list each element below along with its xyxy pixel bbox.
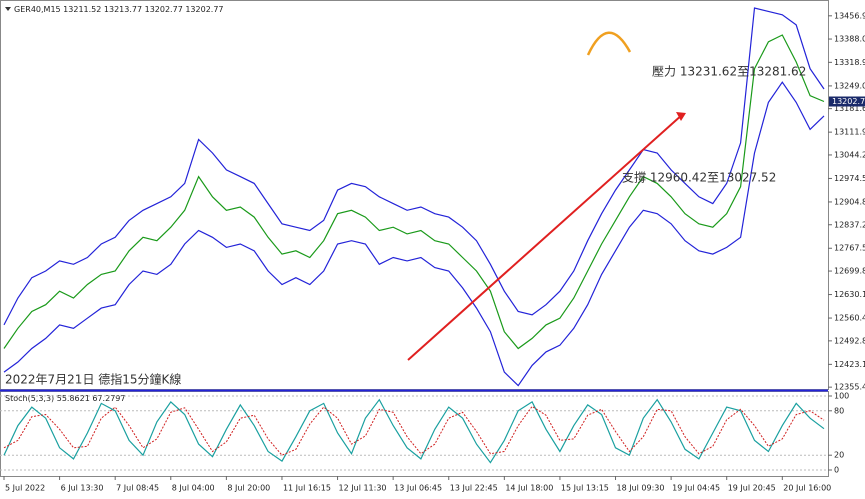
y-tick-label: 12423.10 xyxy=(834,360,865,369)
y-tick-label: 12974.55 xyxy=(834,174,865,183)
y-tick-label: 80 xyxy=(834,406,844,415)
y-tick-label: 20 xyxy=(834,451,844,460)
x-tick-label: 19 Jul 04:45 xyxy=(672,484,720,493)
open: 13211.52 xyxy=(63,5,101,14)
header-arrow xyxy=(5,7,11,11)
stoch-title: Stoch(5,3,3) xyxy=(5,394,54,403)
current-price-label: 13202.77 xyxy=(832,97,865,106)
chart-header: GER40,M15 13211.52 13213.77 13202.77 132… xyxy=(14,5,224,14)
x-tick-label: 6 Jul 13:30 xyxy=(61,484,104,493)
y-tick-label: 12699.85 xyxy=(834,267,865,276)
y-tick-label: 12492.80 xyxy=(834,336,865,345)
support-label: 支撐 12960.42至13027.52 xyxy=(622,171,776,185)
y-tick-label: 12837.20 xyxy=(834,220,865,229)
x-tick-label: 14 Jul 18:00 xyxy=(505,484,553,493)
trendline-arrow xyxy=(676,112,686,121)
x-tick-label: 13 Jul 22:45 xyxy=(450,484,498,493)
price-label-box xyxy=(829,96,865,107)
y-tick-label: 13249.05 xyxy=(834,81,865,90)
series-line xyxy=(3,34,825,350)
x-tick-label: 13 Jul 06:45 xyxy=(394,484,442,493)
symbol: GER40,M15 xyxy=(14,5,61,14)
x-tick-label: 15 Jul 13:15 xyxy=(561,484,609,493)
y-tick-label: 12767.50 xyxy=(834,244,865,253)
y-tick-label: 13456.95 xyxy=(834,11,865,20)
y-tick-label: 100 xyxy=(834,392,849,401)
y-tick-label: 13181.60 xyxy=(834,104,865,113)
close: 13202.77 xyxy=(185,5,223,14)
y-tick-label: 0 xyxy=(834,466,839,475)
y-tick-label: 12560.45 xyxy=(834,314,865,323)
series-line xyxy=(3,398,825,464)
y-tick-label: 12355.45 xyxy=(834,383,865,392)
x-tick-label: 7 Jul 08:45 xyxy=(116,484,159,493)
series-line xyxy=(3,81,825,387)
y-tick-label: 12630.15 xyxy=(834,290,865,299)
series-line xyxy=(3,7,825,326)
stoch-main: 55.8621 xyxy=(57,394,90,403)
y-tick-label: 12904.85 xyxy=(834,197,865,206)
support-trendline xyxy=(407,113,684,361)
chart-caption: 2022年7月21日 德指15分鐘K線 xyxy=(5,372,181,387)
y-tick-label: 13044.25 xyxy=(834,150,865,159)
y-tick-label: 13318.95 xyxy=(834,58,865,67)
x-tick-label: 18 Jul 09:30 xyxy=(617,484,665,493)
low: 13202.77 xyxy=(145,5,183,14)
stoch-header: Stoch(5,3,3) 55.8621 67.2797 xyxy=(5,394,125,403)
x-tick-label: 11 Jul 16:15 xyxy=(283,484,331,493)
x-tick-label: 12 Jul 11:30 xyxy=(339,484,387,493)
x-tick-label: 19 Jul 20:45 xyxy=(728,484,776,493)
x-tick-label: 20 Jul 16:00 xyxy=(783,484,831,493)
series-line xyxy=(3,405,825,456)
x-tick-label: 8 Jul 04:00 xyxy=(172,484,215,493)
stoch-signal: 67.2797 xyxy=(92,394,125,403)
high: 13213.77 xyxy=(104,5,142,14)
x-tick-label: 5 Jul 2022 xyxy=(5,484,45,493)
resistance-arc xyxy=(586,31,632,56)
x-tick-label: 8 Jul 20:00 xyxy=(227,484,270,493)
y-tick-label: 13111.90 xyxy=(834,128,865,137)
resistance-label: 壓力 13231.62至13281.62 xyxy=(652,65,806,79)
y-tick-label: 13388.05 xyxy=(834,35,865,44)
